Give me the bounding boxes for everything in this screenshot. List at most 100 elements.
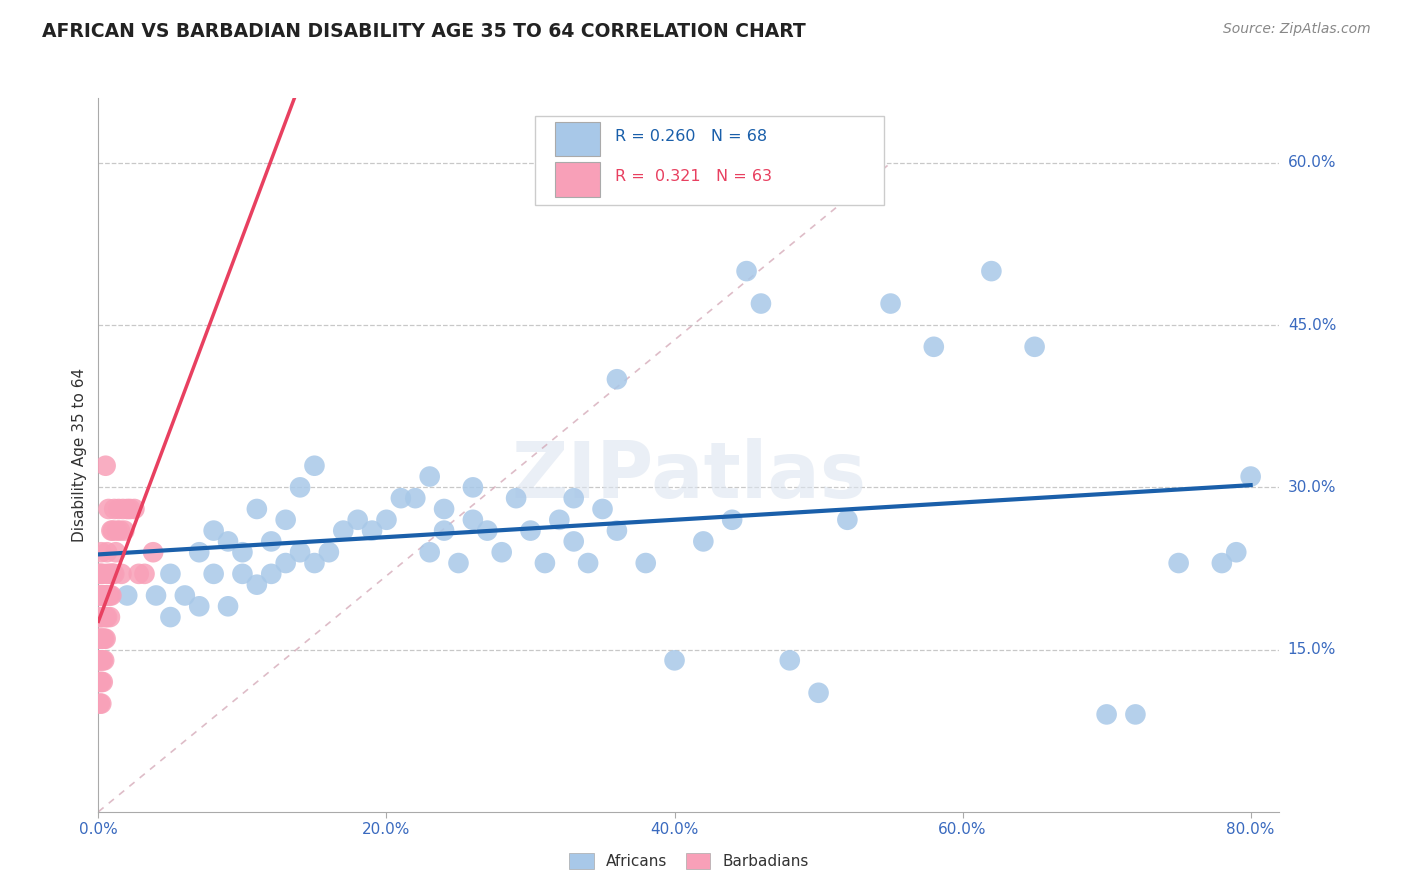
- Point: [108, 524, 131, 538]
- Point: [90, 632, 112, 646]
- Point: [134, 566, 156, 581]
- Point: [606, 524, 628, 538]
- Point: [89, 697, 111, 711]
- Point: [519, 524, 541, 538]
- Point: [111, 502, 134, 516]
- Point: [110, 566, 132, 581]
- Point: [90, 675, 112, 690]
- Point: [922, 340, 945, 354]
- Point: [90, 589, 112, 603]
- Point: [807, 686, 830, 700]
- Point: [94, 458, 117, 473]
- Point: [1225, 545, 1247, 559]
- Text: R =  0.321   N = 63: R = 0.321 N = 63: [614, 169, 772, 185]
- Point: [173, 589, 195, 603]
- Point: [721, 513, 744, 527]
- Point: [419, 545, 441, 559]
- Point: [433, 502, 456, 516]
- Point: [93, 589, 115, 603]
- Point: [779, 653, 801, 667]
- Point: [534, 556, 557, 570]
- Point: [120, 502, 142, 516]
- Point: [246, 577, 269, 591]
- Point: [188, 545, 211, 559]
- Point: [96, 545, 118, 559]
- Point: [592, 502, 614, 516]
- Point: [115, 589, 138, 603]
- Point: [735, 264, 758, 278]
- FancyBboxPatch shape: [555, 162, 600, 196]
- Text: Source: ZipAtlas.com: Source: ZipAtlas.com: [1223, 22, 1371, 37]
- Point: [202, 566, 225, 581]
- Point: [91, 589, 114, 603]
- Point: [159, 610, 181, 624]
- Point: [89, 610, 111, 624]
- Point: [97, 589, 120, 603]
- Point: [346, 513, 368, 527]
- Point: [90, 653, 112, 667]
- Y-axis label: Disability Age 35 to 64: Disability Age 35 to 64: [72, 368, 87, 542]
- Point: [87, 653, 110, 667]
- Point: [107, 502, 129, 516]
- Point: [103, 566, 125, 581]
- Point: [231, 545, 253, 559]
- Point: [87, 589, 110, 603]
- Point: [101, 566, 124, 581]
- Point: [93, 653, 115, 667]
- Point: [94, 589, 117, 603]
- Point: [274, 556, 297, 570]
- Point: [231, 566, 253, 581]
- Point: [89, 653, 111, 667]
- Point: [562, 534, 585, 549]
- Point: [634, 556, 657, 570]
- Text: 60.0%: 60.0%: [1288, 155, 1336, 170]
- Point: [90, 697, 112, 711]
- FancyBboxPatch shape: [536, 116, 884, 205]
- Point: [90, 566, 112, 581]
- Point: [91, 653, 114, 667]
- Point: [505, 491, 527, 505]
- Point: [837, 513, 859, 527]
- Point: [90, 610, 112, 624]
- Point: [89, 566, 111, 581]
- Point: [375, 513, 398, 527]
- Point: [461, 480, 484, 494]
- Point: [749, 296, 772, 310]
- Point: [87, 675, 110, 690]
- Point: [142, 545, 165, 559]
- Point: [91, 566, 114, 581]
- Point: [91, 610, 114, 624]
- Point: [664, 653, 686, 667]
- Point: [1024, 340, 1046, 354]
- FancyBboxPatch shape: [555, 122, 600, 156]
- Point: [100, 589, 122, 603]
- Point: [93, 632, 115, 646]
- Point: [318, 545, 340, 559]
- Point: [562, 491, 585, 505]
- Point: [217, 534, 239, 549]
- Point: [98, 566, 121, 581]
- Point: [112, 524, 135, 538]
- Point: [692, 534, 714, 549]
- Point: [98, 589, 121, 603]
- Point: [447, 556, 470, 570]
- Text: ZIPatlas: ZIPatlas: [512, 438, 866, 515]
- Point: [87, 632, 110, 646]
- Point: [94, 632, 117, 646]
- Point: [97, 502, 120, 516]
- Point: [879, 296, 901, 310]
- Point: [101, 524, 124, 538]
- Point: [606, 372, 628, 386]
- Point: [980, 264, 1002, 278]
- Point: [1240, 469, 1263, 483]
- Text: 15.0%: 15.0%: [1288, 642, 1336, 657]
- Point: [145, 589, 167, 603]
- Point: [94, 610, 117, 624]
- Point: [128, 566, 150, 581]
- Text: 30.0%: 30.0%: [1288, 480, 1336, 495]
- Point: [304, 458, 326, 473]
- Point: [332, 524, 354, 538]
- Point: [89, 632, 111, 646]
- Point: [274, 513, 297, 527]
- Legend: Africans, Barbadians: Africans, Barbadians: [564, 847, 814, 875]
